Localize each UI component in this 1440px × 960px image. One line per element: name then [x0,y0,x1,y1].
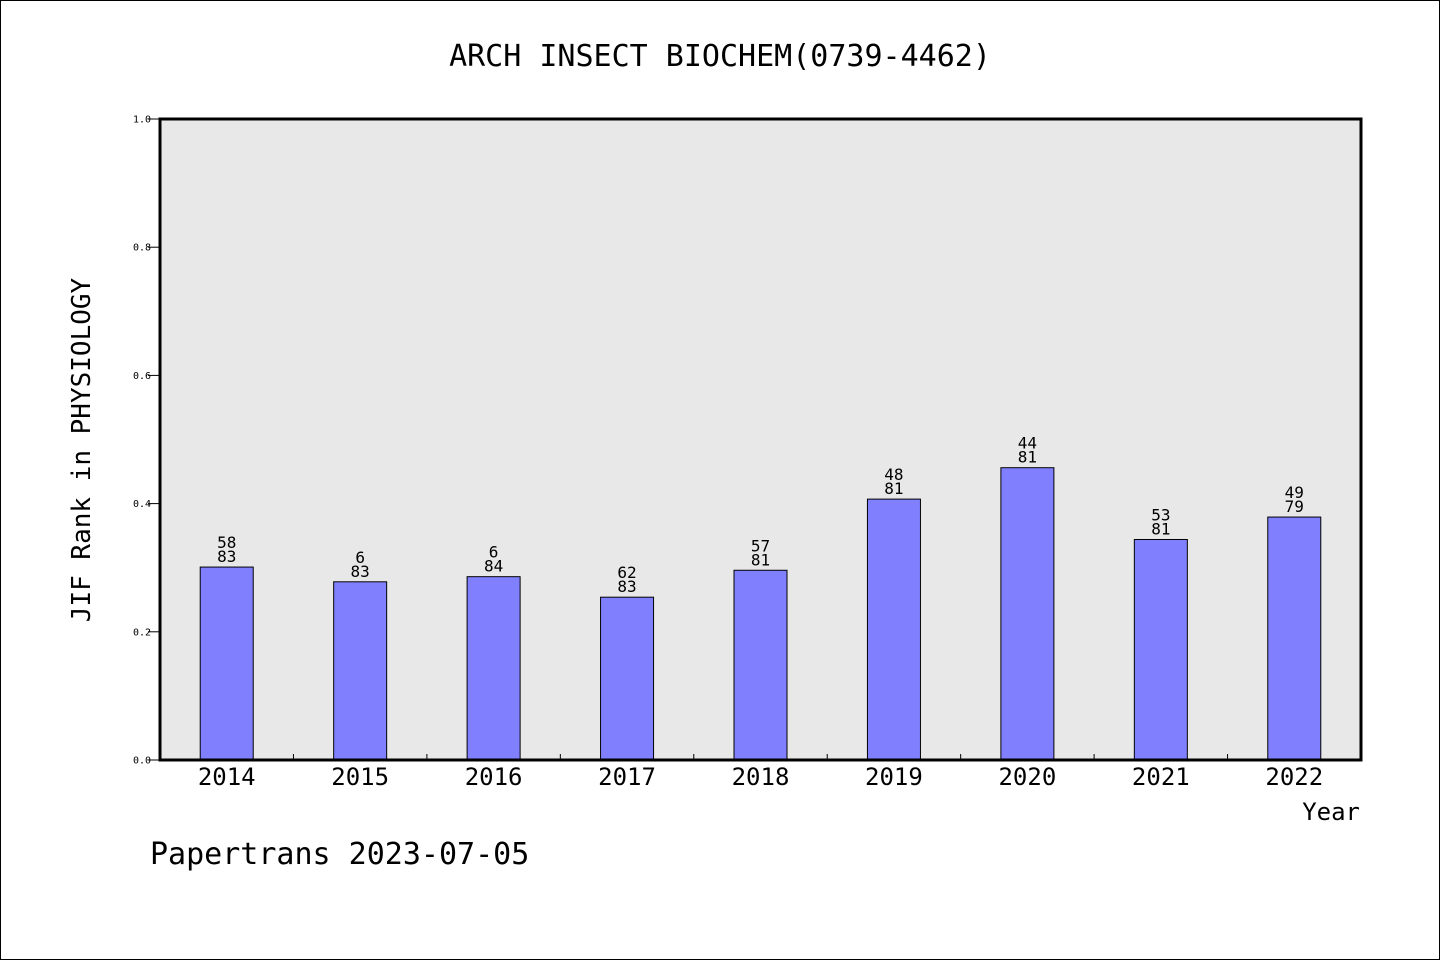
bar-rank-label: 58 [217,533,236,552]
footer-text: Papertrans 2023-07-05 [150,837,529,872]
bar-rank-label: 57 [751,536,770,555]
y-tick-label: 0.2 [133,627,151,638]
bar-rank-label: 49 [1285,483,1304,502]
bar-total-label: 81 [1151,519,1170,538]
y-tick-label: 0.0 [133,756,151,767]
bar-total-label: 81 [751,550,770,569]
x-tick-label: 2014 [198,763,256,791]
bar-total-label: 83 [217,547,236,566]
bar-2017 [600,596,655,761]
bar-2022 [1267,516,1322,761]
x-tick-label: 2018 [732,763,790,791]
bar-total-label: 83 [617,577,636,596]
bar-2020 [1000,467,1055,761]
bar-2015 [333,581,388,761]
y-tick-label: 0.4 [133,499,151,510]
x-axis-label: Year [1302,798,1360,826]
x-tick-label: 2019 [865,763,923,791]
bars-group [199,467,1322,761]
x-tick-label: 2017 [598,763,656,791]
x-tick-label: 2020 [998,763,1056,791]
plot-border [158,117,1363,762]
bar-rank-label: 62 [617,563,636,582]
x-tick-label: 2016 [465,763,523,791]
bar-2018 [733,569,788,761]
bar-rank-label: 6 [355,548,365,567]
bar-total-label: 83 [351,562,370,581]
bar-2016 [466,576,521,761]
bar-2019 [866,498,921,761]
y-axis-ticks: 0.0 0.2 0.4 0.6 0.8 1.0 [133,115,160,767]
x-tick-label: 2021 [1132,763,1190,791]
bar-rank-label: 6 [489,543,499,562]
bar-rank-label: 53 [1151,505,1170,524]
y-tick-label: 0.6 [133,371,151,382]
y-axis-label: JIF Rank in PHYSIOLOGY [67,277,97,622]
bar-total-label: 79 [1285,497,1304,516]
bar-total-label: 84 [484,557,503,576]
bar-2014 [199,566,254,761]
bar-total-label: 81 [884,479,903,498]
bar-rank-label: 48 [884,465,903,484]
bar-2021 [1133,538,1188,761]
bar-total-label: 81 [1018,448,1037,467]
bar-rank-label: 44 [1018,434,1037,453]
x-tick-label: 2022 [1265,763,1323,791]
chart-title: ARCH INSECT BIOCHEM(0739-4462) [449,39,991,74]
y-tick-label: 0.8 [133,243,151,254]
x-axis-ticks: 2014 2015 2016 2017 2018 2019 2020 2021 2022 [198,754,1323,791]
y-tick-label: 1.0 [133,115,151,126]
x-tick-label: 2015 [331,763,389,791]
